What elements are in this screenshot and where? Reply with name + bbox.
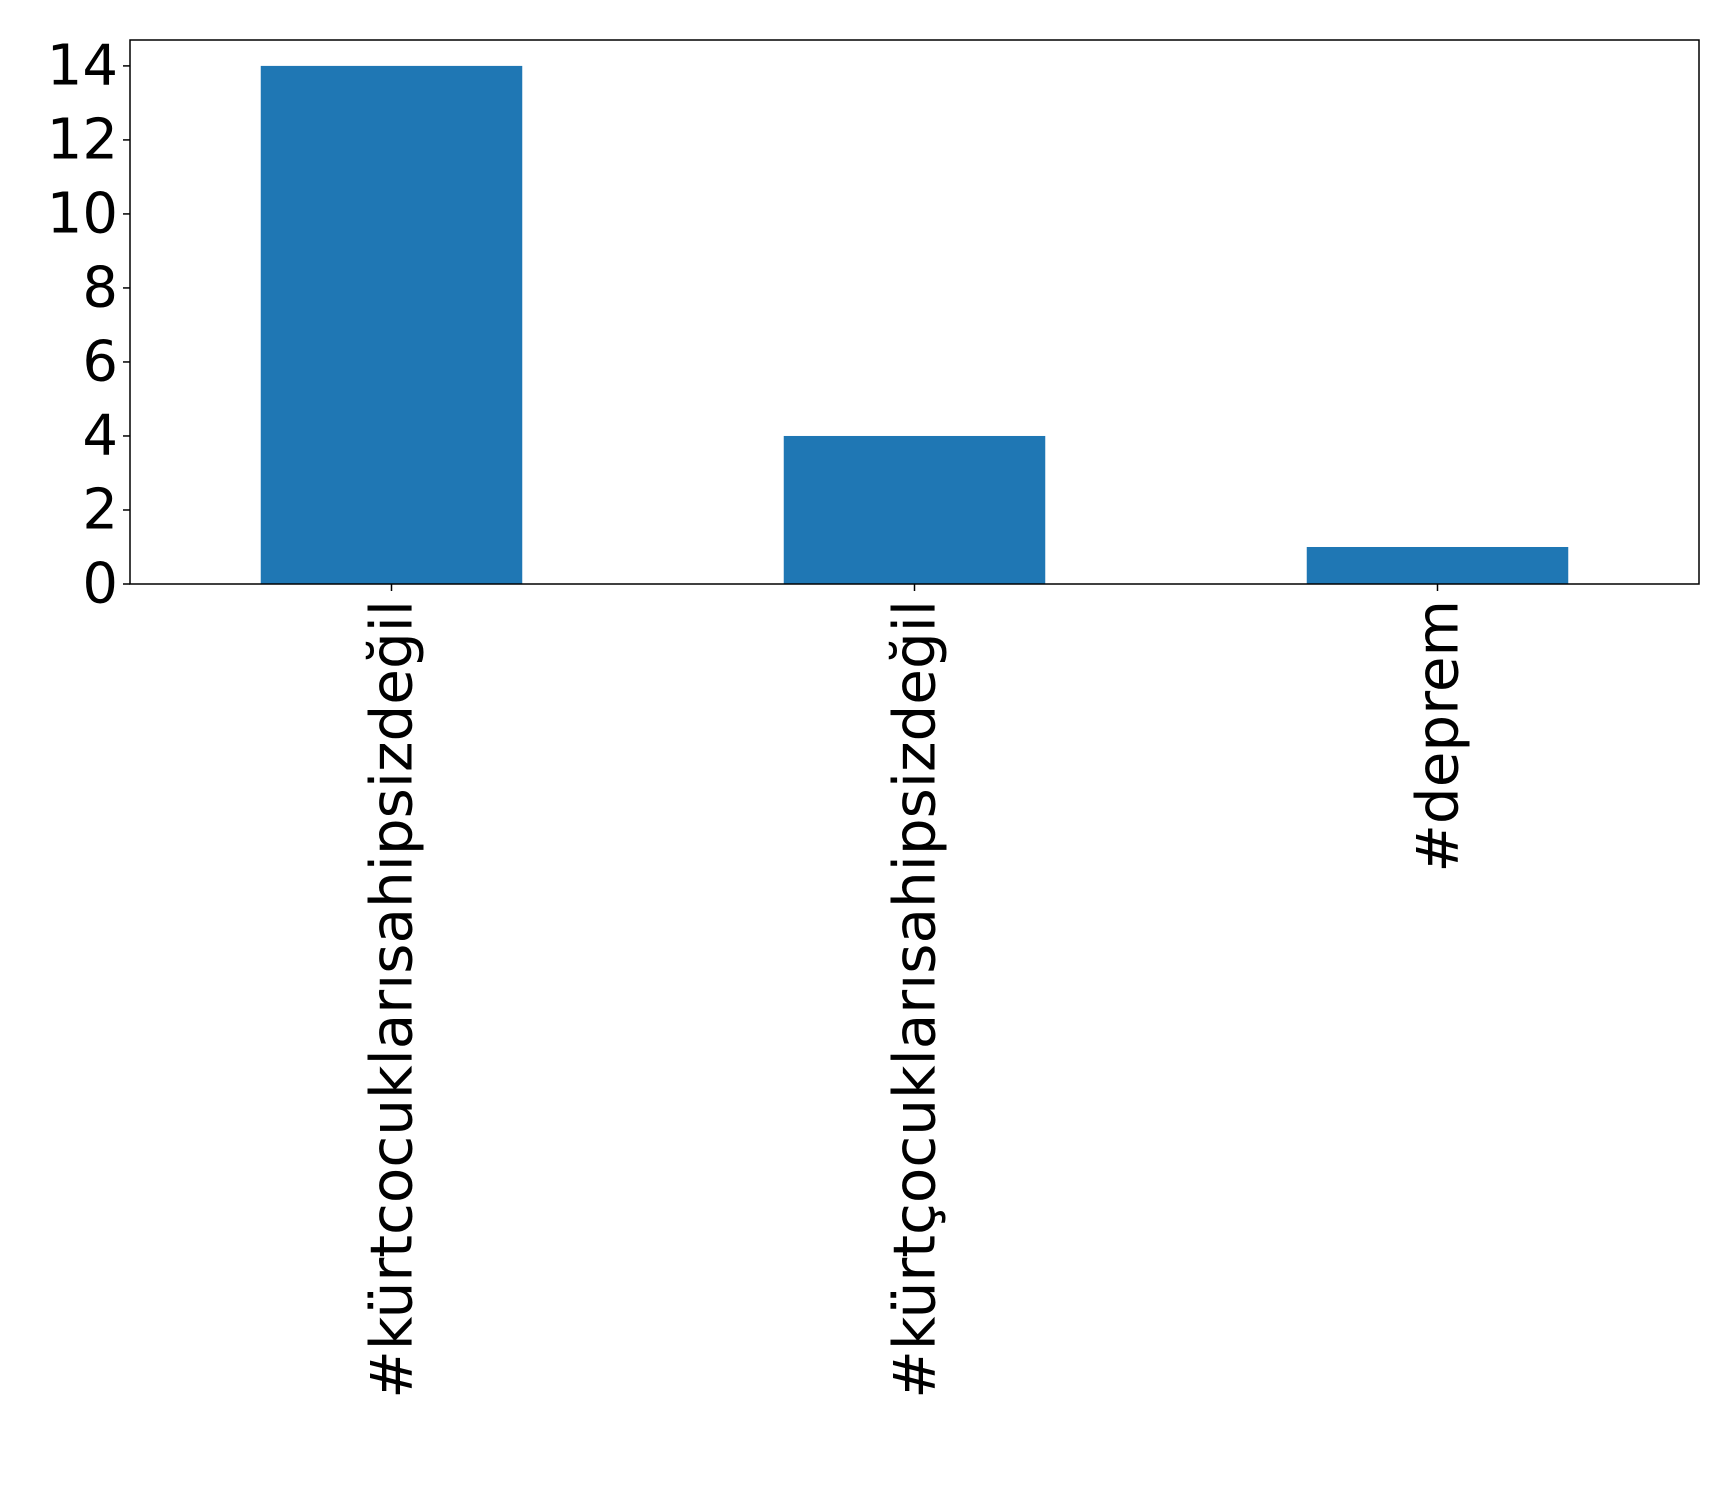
bar-2 bbox=[783, 435, 1046, 584]
y-tick-label: 12 bbox=[47, 107, 118, 172]
y-tick-label: 4 bbox=[82, 403, 118, 468]
bar-1 bbox=[260, 65, 523, 584]
y-tick-label: 2 bbox=[82, 477, 118, 542]
bars-layer bbox=[260, 65, 1569, 584]
x-axis: #kürtcocuklarısahipsizdeğil #kürtçocuklar… bbox=[358, 584, 1472, 1399]
y-tick-label: 6 bbox=[82, 329, 118, 394]
x-tick-label: #kürtçocuklarısahipsizdeğil bbox=[881, 600, 949, 1399]
y-tick-label: 8 bbox=[82, 255, 118, 320]
y-tick-label: 14 bbox=[47, 33, 118, 98]
x-tick-label: #kürtcocuklarısahipsizdeğil bbox=[358, 600, 426, 1399]
bar-3 bbox=[1306, 546, 1569, 584]
plot-frame bbox=[129, 39, 1700, 585]
y-tick-label: 10 bbox=[47, 181, 118, 246]
y-tick-label: 0 bbox=[82, 552, 118, 617]
x-tick-label: #deprem bbox=[1404, 600, 1472, 873]
y-axis: 0 2 4 6 8 10 12 14 bbox=[47, 33, 130, 617]
